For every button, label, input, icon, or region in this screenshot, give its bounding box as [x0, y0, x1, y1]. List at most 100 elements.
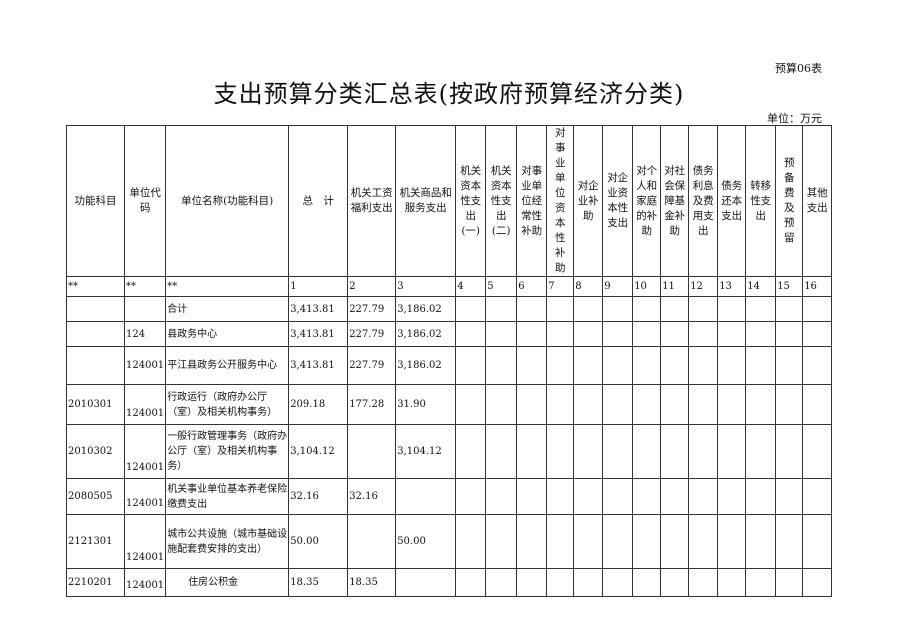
amount-cell: [546, 321, 575, 347]
column-header: 单位代码: [123, 125, 167, 277]
amount-cell: [717, 514, 747, 569]
amount-cell: [802, 321, 833, 347]
amount-cell: [660, 296, 690, 322]
amount-cell: [688, 321, 719, 347]
function-code-cell: 2080505: [66, 478, 125, 515]
amount-cell: [516, 384, 548, 425]
amount-cell: [745, 384, 777, 425]
index-cell: 1: [288, 276, 349, 297]
column-header: 机关资本性支出(二): [485, 125, 518, 277]
amount-cell: [485, 384, 518, 425]
table-row: 合计 3,413.81 227.79 3,186.02: [66, 296, 833, 322]
amount-cell: [455, 424, 487, 479]
amount-cell: [455, 321, 487, 347]
amount-cell: [802, 384, 833, 425]
column-header: 功能科目: [66, 125, 125, 277]
amount-cell: [745, 321, 777, 347]
amount-cell: [546, 514, 575, 569]
index-cell: **: [66, 276, 125, 297]
expenditure-table: 功能科目 单位代码 单位名称(功能科目) 总 计机关工资福利支出 机关商品和服务支出 机关…: [66, 125, 833, 597]
amount-cell: [516, 514, 548, 569]
amount-cell: [573, 424, 604, 479]
amount-cell: [745, 568, 777, 597]
amount-cell: [632, 568, 662, 597]
function-code-cell: [66, 296, 125, 322]
amount-cell: 209.18: [288, 384, 349, 425]
amount-cell: [688, 346, 719, 385]
amount-cell: [632, 321, 662, 347]
column-header: 机关商品和服务支出: [395, 125, 457, 277]
amount-cell: [688, 424, 719, 479]
unit-code-cell: 124001: [123, 478, 167, 515]
amount-cell: [455, 514, 487, 569]
unit-code-cell: 124001: [123, 514, 167, 569]
amount-cell: [802, 296, 833, 322]
amount-cell: [802, 568, 833, 597]
column-header: 预备费及预留: [775, 125, 804, 277]
amount-cell: [688, 296, 719, 322]
amount-cell: [660, 321, 690, 347]
unit-label: 单位：万元: [767, 112, 822, 125]
amount-cell: [775, 384, 804, 425]
amount-cell: 227.79: [347, 321, 397, 347]
amount-cell: [775, 568, 804, 597]
form-code: 预算06表: [775, 62, 822, 75]
amount-cell: [802, 424, 833, 479]
unit-code-cell: 124001: [123, 384, 167, 425]
index-cell: 11: [660, 276, 690, 297]
amount-cell: [602, 346, 634, 385]
amount-cell: 227.79: [347, 296, 397, 322]
amount-cell: [485, 568, 518, 597]
page-title: 支出预算分类汇总表(按政府预算经济分类): [213, 80, 685, 108]
amount-cell: [573, 321, 604, 347]
amount-cell: 3,186.02: [395, 321, 457, 347]
amount-cell: [660, 346, 690, 385]
amount-cell: 3,413.81: [288, 346, 349, 385]
amount-cell: [632, 384, 662, 425]
amount-cell: [573, 296, 604, 322]
amount-cell: [745, 478, 777, 515]
index-cell: 12: [688, 276, 719, 297]
amount-cell: [688, 478, 719, 515]
index-row: ** ** ** 1 2 3 4 5 6 7 8 9 10 11 12 13 14 15 16: [66, 276, 833, 297]
amount-cell: [516, 296, 548, 322]
amount-cell: [516, 321, 548, 347]
amount-cell: 227.79: [347, 346, 397, 385]
amount-cell: 3,186.02: [395, 346, 457, 385]
unit-code-cell: 124: [123, 321, 167, 347]
table-row: 2080505 124001 机关事业单位基本养老保险缴费支出 32.16 32.16: [66, 478, 833, 515]
column-header: 对事业单位经常性补助: [516, 125, 548, 277]
amount-cell: [775, 478, 804, 515]
column-header: 对社会保障基金补助: [660, 125, 690, 277]
amount-cell: [573, 568, 604, 597]
unit-name-cell: 平江县政务公开服务中心: [165, 346, 290, 385]
unit-name-cell: 城市公共设施（城市基础设施配套费安排的支出）: [165, 514, 290, 569]
function-code-cell: 2010301: [66, 384, 125, 425]
function-code-cell: 2210201: [66, 568, 125, 597]
amount-cell: 177.28: [347, 384, 397, 425]
function-code-cell: 2010302: [66, 424, 125, 479]
index-cell: 14: [745, 276, 777, 297]
amount-cell: [455, 478, 487, 515]
amount-cell: [802, 514, 833, 569]
function-code-cell: [66, 346, 125, 385]
table-row: 2010302 124001 一般行政管理事务（政府办公厅（室）及相关机构事务） 3,…: [66, 424, 833, 479]
amount-cell: [602, 321, 634, 347]
amount-cell: [775, 321, 804, 347]
header-row: 功能科目 单位代码 单位名称(功能科目) 总 计机关工资福利支出 机关商品和服务支出 机关…: [66, 125, 833, 277]
amount-cell: [546, 568, 575, 597]
amount-cell: [602, 424, 634, 479]
column-header: 对企业资本性支出: [602, 125, 634, 277]
function-code-cell: [66, 321, 125, 347]
amount-cell: [775, 296, 804, 322]
amount-cell: [775, 346, 804, 385]
amount-cell: [745, 346, 777, 385]
index-cell: 8: [573, 276, 604, 297]
unit-code-cell: 124001: [123, 424, 167, 479]
column-header: 对事业单位资本性补助: [546, 125, 575, 277]
amount-cell: [546, 346, 575, 385]
amount-cell: [717, 568, 747, 597]
amount-cell: [602, 296, 634, 322]
amount-cell: [632, 346, 662, 385]
amount-cell: [688, 514, 719, 569]
